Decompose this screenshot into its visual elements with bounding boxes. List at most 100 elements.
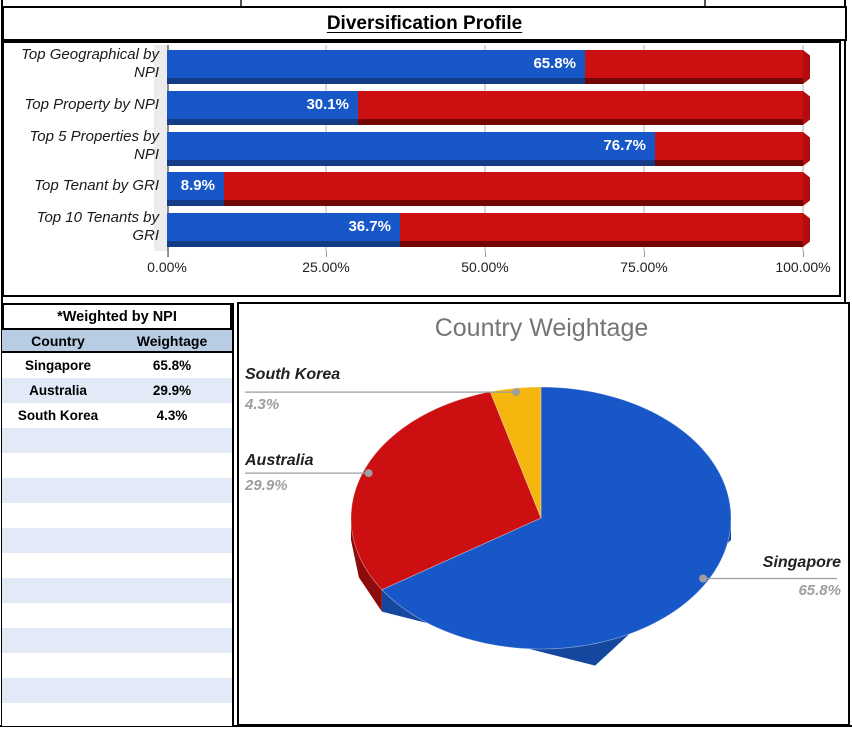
bar-plot-area: 0.00% 25.00% 50.00% 75.00% 100.00% Top Geogra… <box>4 43 835 291</box>
axis-tick-label: 0.00% <box>147 259 187 275</box>
bar-segment-blue[interactable] <box>167 50 585 78</box>
table-empty-row[interactable] <box>2 503 232 528</box>
axis-tick <box>802 251 804 257</box>
table-empty-row[interactable] <box>2 628 232 653</box>
bar-row: 30.1% <box>167 91 810 125</box>
axis-tick-label: 75.00% <box>620 259 668 275</box>
table-empty-row[interactable] <box>2 678 232 703</box>
bar-row: 65.8% <box>167 50 810 84</box>
pie-value-australia: 29.9% <box>245 477 288 494</box>
bar-segment-red[interactable] <box>224 172 803 200</box>
pie-chart-title: Country Weightage <box>434 314 649 342</box>
bar-edge-blue <box>167 119 358 125</box>
pie-label-australia: Australia <box>245 452 314 469</box>
table-cell-weightage[interactable]: 29.9% <box>152 383 192 398</box>
pie-value-south-korea: 4.3% <box>245 396 280 413</box>
table-cell-country[interactable]: South Korea <box>17 408 99 423</box>
bar-edge-blue <box>167 241 400 247</box>
bar-row: 76.7% <box>167 132 810 166</box>
axis-tick <box>643 251 645 257</box>
table-empty-row[interactable] <box>2 528 232 553</box>
table-row: Singapore 65.8% <box>2 353 232 378</box>
bar-row: 8.9% <box>167 172 810 206</box>
bar-edge-red <box>400 241 803 247</box>
bar-end-cap <box>803 91 810 125</box>
bar-value-label: 30.1% <box>306 96 349 113</box>
bar-segment-blue[interactable] <box>167 91 358 119</box>
table-empty-row[interactable] <box>2 603 232 628</box>
table-header-row: Country Weightage <box>2 330 232 353</box>
chart-left-wall <box>154 45 167 251</box>
bar-value-label: 65.8% <box>533 55 576 72</box>
bar-segment-blue[interactable] <box>167 132 655 160</box>
bar-edge-red <box>358 119 803 125</box>
bar-edge-red <box>224 200 803 206</box>
bar-end-cap <box>803 172 810 206</box>
table-empty-row[interactable] <box>2 578 232 603</box>
bar-category-label: Top Tenant by GRI <box>34 177 159 194</box>
cell-border-stub <box>240 0 242 6</box>
table-empty-row[interactable] <box>2 703 232 726</box>
bar-category-label: Top 10 Tenants by GRI <box>36 209 159 244</box>
bar-value-label: 76.7% <box>603 137 646 154</box>
axis-tick <box>484 251 486 257</box>
bar-segment-red[interactable] <box>358 91 803 119</box>
report-title-box: Diversification Profile <box>2 6 847 41</box>
bar-end-cap <box>803 132 810 166</box>
table-empty-row[interactable] <box>2 453 232 478</box>
pie-leader-dot <box>512 388 521 397</box>
table-header-country[interactable]: Country <box>31 332 85 349</box>
table-empty-row[interactable] <box>2 428 232 453</box>
pie-slice-singapore[interactable] <box>381 386 732 650</box>
axis-tick-label: 50.00% <box>461 259 509 275</box>
table-cell-country[interactable]: Singapore <box>24 358 91 373</box>
bar-edge-red <box>585 78 803 84</box>
axis-tick <box>325 251 327 257</box>
cell-border-stub <box>704 0 706 6</box>
bar-segment-red[interactable] <box>655 132 803 160</box>
bar-edge-blue <box>167 78 585 84</box>
table-title: *Weighted by NPI <box>57 308 177 325</box>
pie-value-singapore: 65.8% <box>798 582 841 599</box>
pie-label-singapore: Singapore <box>762 554 841 571</box>
table-cell-country[interactable]: Australia <box>29 383 87 398</box>
table-empty-row[interactable] <box>2 478 232 503</box>
pie-slice-australia[interactable] <box>350 391 542 591</box>
pie-label-south-korea: South Korea <box>245 366 341 383</box>
country-weightage-pie-chart[interactable]: Country Weightage South Korea 4.3% Austr… <box>237 302 850 726</box>
bar-category-label: Top Property by NPI <box>24 96 159 113</box>
report-title: Diversification Profile <box>326 12 523 34</box>
table-body: Singapore 65.8% Australia 29.9% South Korea 4… <box>2 353 232 726</box>
weightage-table[interactable]: *Weighted by NPI Country Weightage Singa… <box>2 303 234 726</box>
table-row: South Korea 4.3% <box>2 403 232 428</box>
bar-category-label: Top 5 Properties by NPI <box>29 128 159 163</box>
pie-leader-dot <box>364 469 373 478</box>
axis-tick <box>166 251 168 257</box>
axis-tick-label: 25.00% <box>302 259 350 275</box>
bar-end-cap <box>803 213 810 247</box>
table-header-weightage[interactable]: Weightage <box>136 332 208 349</box>
bar-end-cap <box>803 50 810 84</box>
bar-row: 36.7% <box>167 213 810 247</box>
bar-segment-blue[interactable] <box>167 213 400 241</box>
table-row: Australia 29.9% <box>2 378 232 403</box>
bar-edge-blue <box>167 200 224 206</box>
bar-category-label: Top Geographical by NPI <box>21 46 159 81</box>
bar-value-label: 36.7% <box>348 218 391 235</box>
sheet-bottom-border <box>0 725 852 727</box>
pie-3d-canvas <box>245 386 837 666</box>
pie-leader-dot <box>699 574 708 583</box>
bar-segment-red[interactable] <box>400 213 803 241</box>
bar-segment-red[interactable] <box>585 50 803 78</box>
bar-edge-red <box>655 160 803 166</box>
diversification-bar-chart[interactable]: 0.00% 25.00% 50.00% 75.00% 100.00% Top Geogra… <box>2 41 841 297</box>
table-cell-weightage[interactable]: 65.8% <box>152 358 192 373</box>
table-empty-row[interactable] <box>2 653 232 678</box>
bar-value-label: 8.9% <box>180 177 215 194</box>
bar-segment-blue[interactable] <box>167 172 224 200</box>
table-title-cell[interactable]: *Weighted by NPI <box>2 303 232 330</box>
axis-tick-label: 100.00% <box>775 259 831 275</box>
table-empty-row[interactable] <box>2 553 232 578</box>
table-cell-weightage[interactable]: 4.3% <box>156 408 188 423</box>
